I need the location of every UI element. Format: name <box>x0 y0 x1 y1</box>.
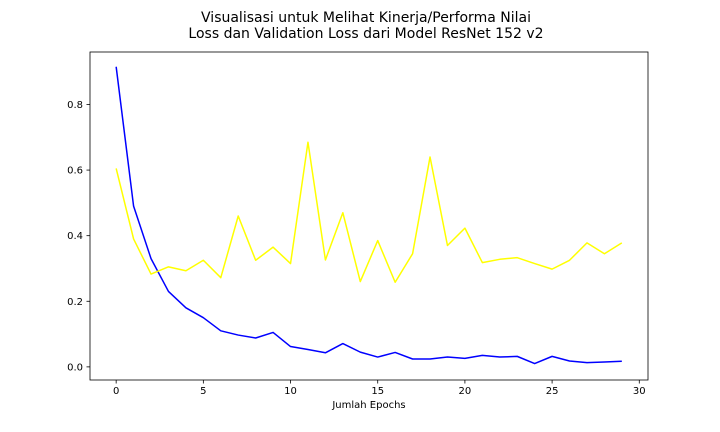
x-tick-label: 0 <box>113 386 119 397</box>
x-tick-label: 30 <box>633 386 646 397</box>
chart-title-line-2: Loss dan Validation Loss dari Model ResN… <box>188 26 543 42</box>
x-tick-label: 5 <box>200 386 206 397</box>
x-tick-label: 20 <box>459 386 472 397</box>
chart-title-line-1: Visualisasi untuk Melihat Kinerja/Perfor… <box>201 10 531 26</box>
series-line-2 <box>115 141 623 284</box>
x-axis-ticks: 0 5 10 15 20 25 30 <box>113 380 646 397</box>
x-tick-label: 25 <box>546 386 559 397</box>
plot-area-frame <box>89 51 649 381</box>
x-tick-label: 10 <box>284 386 297 397</box>
series-line-1 <box>115 66 622 365</box>
y-tick-label: 0.4 <box>67 231 83 242</box>
y-tick-label: 0.6 <box>67 166 83 177</box>
y-tick-label: 0.8 <box>67 100 83 111</box>
y-tick-label: 0.2 <box>67 297 83 308</box>
y-axis-ticks: 0.0 0.2 0.4 0.6 0.8 <box>67 100 90 373</box>
x-axis-label: Jumlah Epochs <box>331 400 405 411</box>
x-tick-label: 15 <box>371 386 384 397</box>
y-tick-label: 0.0 <box>67 362 83 373</box>
series-layer <box>115 66 623 365</box>
